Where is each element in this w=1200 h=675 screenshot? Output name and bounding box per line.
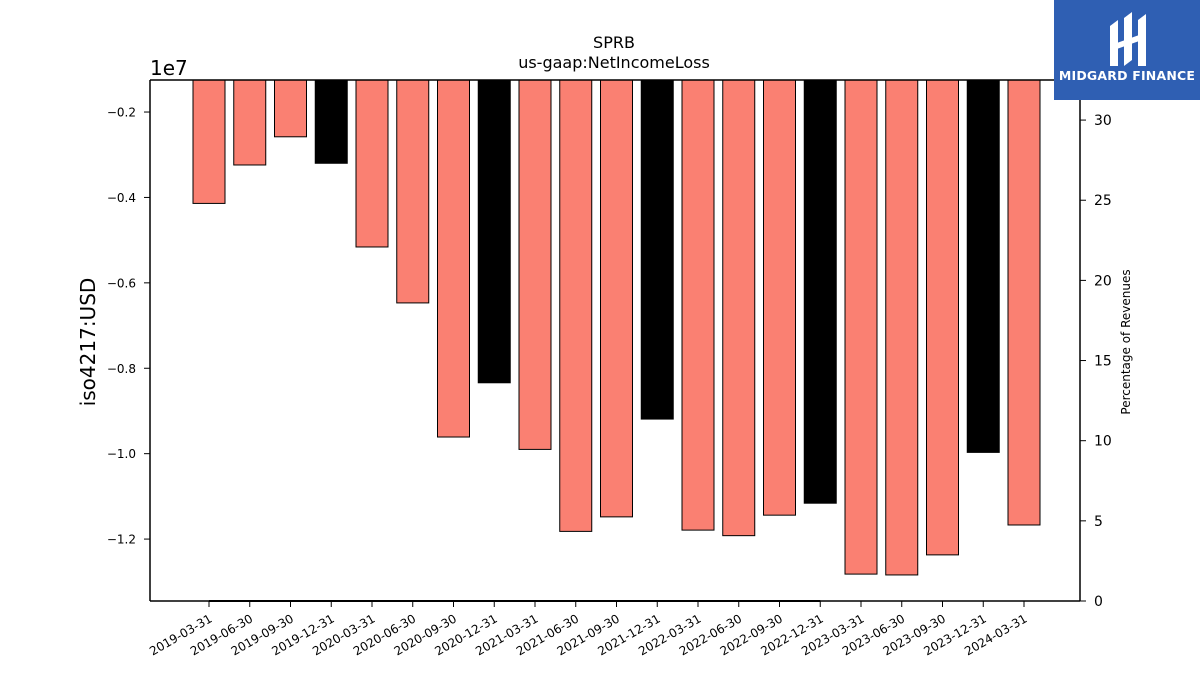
chart-title: SPRB — [593, 33, 635, 52]
bar-2024-03-31 — [1007, 79, 1041, 526]
chart-subtitle: us-gaap:NetIncomeLoss — [518, 53, 710, 72]
bar-2020-12-31 — [477, 79, 511, 384]
y-tick-label: −0.2 — [107, 106, 136, 120]
bar-2023-03-31 — [844, 79, 878, 575]
bar-2023-09-30 — [926, 79, 959, 556]
bars-group — [192, 79, 1041, 576]
y2-tick-label: 0 — [1094, 594, 1103, 610]
y-tick-label: −0.4 — [107, 191, 136, 205]
bar-2020-09-30 — [437, 79, 470, 438]
bar-2021-09-30 — [600, 79, 633, 518]
bar-2019-06-30 — [233, 79, 267, 166]
midgard-finance-logo: MIDGARD FINANCE — [1054, 0, 1200, 100]
bar-2019-03-31 — [192, 79, 226, 204]
bar-2019-09-30 — [274, 79, 307, 138]
bar-2022-09-30 — [763, 79, 796, 516]
y2-tick-label: 20 — [1094, 273, 1112, 289]
y2-tick-label: 30 — [1094, 113, 1112, 129]
bar-2019-12-31 — [314, 79, 348, 164]
y-tick-label: −0.8 — [107, 362, 136, 376]
bar-2021-03-31 — [518, 79, 552, 450]
bar-2021-06-30 — [559, 79, 593, 532]
y2-axis-label: Percentage of Revenues — [1119, 269, 1133, 414]
bar-2022-06-30 — [722, 79, 756, 537]
y-tick-label: −1.2 — [107, 533, 136, 547]
bar-2022-03-31 — [681, 79, 715, 531]
y-offset-text: 1e7 — [150, 56, 188, 80]
bar-2023-06-30 — [885, 79, 919, 576]
bar-2023-12-31 — [966, 79, 1000, 453]
bar-2022-12-31 — [803, 79, 837, 504]
y-tick-label: −1.0 — [107, 447, 136, 461]
midgard-logo-icon — [1110, 12, 1146, 66]
y-tick-label: −0.6 — [107, 276, 136, 290]
bar-2020-06-30 — [396, 79, 430, 304]
y-axis-label: iso4217:USD — [76, 278, 100, 407]
y2-tick-label: 15 — [1094, 354, 1112, 370]
logo-text: MIDGARD FINANCE — [1058, 68, 1196, 83]
bar-2020-03-31 — [355, 79, 389, 248]
bar-2021-12-31 — [640, 79, 674, 420]
y2-tick-label: 5 — [1094, 514, 1103, 530]
y2-tick-label: 25 — [1094, 193, 1112, 209]
y2-tick-label: 10 — [1094, 434, 1112, 450]
